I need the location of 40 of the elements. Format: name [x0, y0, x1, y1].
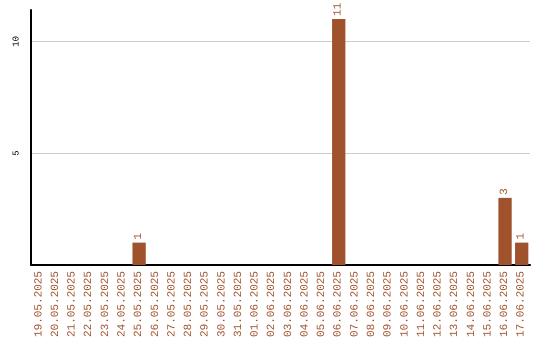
bar	[332, 18, 346, 265]
x-tick-label: 13.06.2025	[449, 270, 462, 338]
y-tick-label: 10	[12, 36, 22, 47]
x-tick-label: 22.05.2025	[83, 270, 96, 338]
x-tick-label: 24.05.2025	[116, 270, 128, 338]
x-tick-label: 16.06.2025	[499, 270, 512, 338]
y-tick-label: 5	[12, 150, 22, 156]
x-tick-label: 15.06.2025	[482, 270, 494, 338]
x-tick-label: 11.06.2025	[416, 270, 428, 338]
x-tick-label: 10.06.2025	[399, 270, 412, 338]
data-label: 1	[516, 232, 528, 240]
x-tick-label: 03.06.2025	[282, 270, 295, 338]
x-tick-label: 08.06.2025	[366, 270, 378, 338]
x-tick-label: 01.06.2025	[250, 270, 262, 338]
x-tick-label: 05.06.2025	[316, 270, 328, 338]
x-tick-label: 02.06.2025	[266, 270, 278, 338]
x-tick-label: 23.05.2025	[100, 270, 112, 338]
x-tick-label: 26.05.2025	[150, 270, 162, 338]
x-tick-label: 04.06.2025	[299, 270, 312, 338]
x-tick-label: 07.06.2025	[349, 270, 362, 338]
data-label: 11	[332, 2, 345, 16]
bar	[498, 198, 512, 265]
x-tick-label: 20.05.2025	[50, 270, 62, 338]
x-tick-label: 28.05.2025	[183, 270, 196, 338]
x-tick-label: 12.06.2025	[432, 270, 445, 338]
x-tick-label: 30.05.2025	[216, 270, 228, 338]
x-tick-label: 29.05.2025	[200, 270, 212, 338]
x-tick-label: 27.05.2025	[166, 270, 178, 338]
x-tick-label: 06.06.2025	[332, 270, 345, 338]
x-tick-label: 17.06.2025	[516, 270, 528, 338]
data-label: 1	[133, 232, 146, 240]
x-tick-label: 14.06.2025	[466, 270, 478, 338]
x-tick-label: 19.05.2025	[33, 270, 46, 338]
x-tick-label: 25.05.2025	[133, 270, 146, 338]
data-label: 3	[499, 188, 512, 195]
bar	[515, 242, 528, 265]
x-tick-label: 31.05.2025	[232, 270, 245, 338]
x-tick-label: 09.06.2025	[382, 270, 395, 338]
x-tick-label: 21.05.2025	[66, 270, 79, 338]
bar	[132, 242, 146, 265]
